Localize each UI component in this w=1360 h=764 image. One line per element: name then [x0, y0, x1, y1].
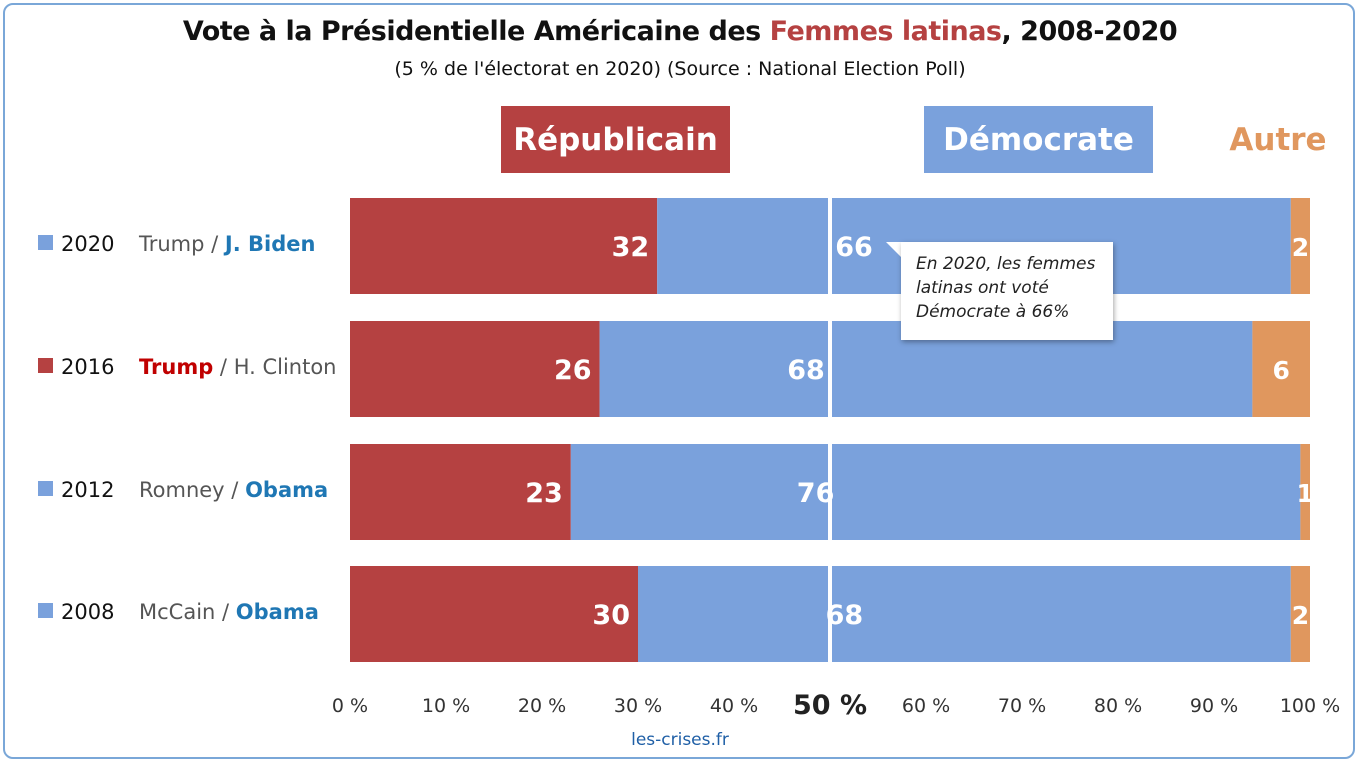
x-tick-40: 40 % — [710, 695, 758, 717]
row-label-2008: 2008 McCain / Obama — [38, 600, 319, 630]
bar-autre-2020 — [1290, 198, 1310, 294]
bar-autre-2012 — [1300, 444, 1310, 540]
x-tick-90: 90 % — [1190, 695, 1238, 717]
callout-pointer — [886, 242, 902, 258]
bar-autre-2008 — [1290, 566, 1310, 662]
header-autre: Autre — [1229, 121, 1327, 158]
candidate-republicain: McCain — [139, 600, 216, 624]
label-republicain-2020: 32 — [612, 232, 650, 263]
header-democrate: Démocrate — [924, 106, 1153, 173]
bar-republicain-2012 — [350, 444, 571, 540]
label-autre-2012: 1 — [1296, 479, 1313, 508]
annotation-callout: En 2020, les femmes latinas ont voté Dém… — [901, 242, 1113, 340]
legend-swatch — [38, 235, 53, 250]
bar-republicain-2008 — [350, 566, 638, 662]
label-democrate-2016: 68 — [787, 355, 825, 386]
x-tick-0: 0 % — [332, 695, 368, 717]
x-tick-100: 100 % — [1280, 695, 1340, 717]
candidate-separator: / — [224, 478, 246, 502]
candidate-republicain: Romney — [139, 478, 225, 502]
x-tick-60: 60 % — [902, 695, 950, 717]
label-republicain-2016: 26 — [554, 355, 592, 386]
candidate-separator: / — [213, 355, 234, 379]
row-year: 2016 — [61, 355, 115, 379]
x-tick-30: 30 % — [614, 695, 662, 717]
candidate-democrate: H. Clinton — [233, 355, 337, 379]
x-tick-20: 20 % — [518, 695, 566, 717]
label-democrate-2020: 66 — [835, 232, 873, 263]
source-footer: les-crises.fr — [631, 730, 729, 750]
x-tick-70: 70 % — [998, 695, 1046, 717]
bar-republicain-2016 — [350, 321, 600, 417]
candidate-republicain: Trump — [139, 355, 214, 379]
label-autre-2008: 2 — [1292, 601, 1309, 630]
chart-title: Vote à la Présidentielle Américaine des … — [182, 16, 1178, 47]
chart-subtitle: (5 % de l'électorat en 2020) (Source : N… — [394, 58, 966, 80]
label-republicain-2012: 23 — [525, 478, 563, 509]
bar-autre-2016 — [1252, 321, 1310, 417]
candidate-republicain: Trump — [139, 232, 205, 256]
legend-swatch — [38, 481, 53, 496]
candidate-separator: / — [215, 600, 236, 624]
bar-democrate-2008 — [638, 566, 1291, 662]
x-tick-50: 50 % — [793, 690, 867, 721]
x-tick-80: 80 % — [1094, 695, 1142, 717]
label-republicain-2008: 30 — [592, 600, 630, 631]
candidate-democrate: Obama — [235, 600, 319, 624]
label-autre-2020: 2 — [1292, 233, 1309, 262]
row-year: 2012 — [61, 478, 115, 502]
row-year: 2008 — [61, 600, 115, 624]
candidate-democrate: J. Biden — [224, 232, 316, 256]
row-label-2012: 2012 Romney / Obama — [38, 478, 328, 508]
candidate-democrate: Obama — [245, 478, 329, 502]
label-autre-2016: 6 — [1272, 356, 1289, 385]
x-tick-10: 10 % — [422, 695, 470, 717]
row-year: 2020 — [61, 232, 115, 256]
bar-republicain-2020 — [350, 198, 658, 294]
row-label-2016: 2016 Trump / H. Clinton — [38, 355, 337, 385]
bar-democrate-2012 — [570, 444, 1301, 540]
header-republicain: Républicain — [501, 106, 730, 173]
candidate-separator: / — [204, 232, 225, 256]
legend-swatch — [38, 603, 53, 618]
row-label-2020: 2020 Trump / J. Biden — [38, 232, 315, 262]
legend-swatch — [38, 358, 53, 373]
